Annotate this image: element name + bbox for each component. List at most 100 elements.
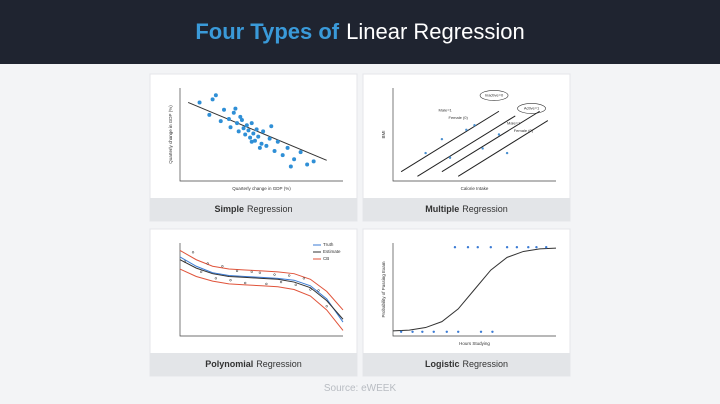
point: [411, 330, 414, 333]
point: [432, 330, 435, 333]
x-axis-label: Hours Studying: [459, 341, 490, 346]
point: [476, 246, 479, 249]
annotation: Inactive=0: [485, 93, 504, 98]
point: [280, 153, 285, 158]
title-highlight: Four Types of: [195, 19, 340, 44]
caption: Polynomial Regression: [205, 359, 302, 369]
axes: [392, 88, 556, 182]
point: [197, 100, 202, 105]
point: [294, 283, 297, 287]
point: [448, 156, 452, 159]
title: Linear Regression: [346, 19, 525, 44]
point: [481, 147, 484, 150]
point: [235, 269, 239, 273]
axes: [179, 243, 343, 337]
point: [246, 128, 251, 133]
point: [183, 260, 187, 263]
point: [231, 110, 236, 115]
caption: Logistic Regression: [425, 359, 508, 369]
point: [214, 277, 218, 280]
point: [265, 282, 268, 286]
regression-line: [457, 120, 549, 177]
point: [399, 330, 403, 333]
point: [248, 135, 253, 140]
point: [457, 330, 460, 333]
regression-line: [179, 268, 344, 331]
point: [453, 246, 457, 249]
point: [264, 143, 269, 148]
point: [218, 119, 223, 124]
source: Source: eWEEK: [323, 383, 397, 394]
point: [241, 126, 246, 131]
x-axis-label: Quarterly change in GDP (%): [232, 186, 291, 191]
axes: [179, 88, 343, 182]
point: [305, 162, 310, 167]
point: [244, 123, 249, 128]
point: [535, 246, 538, 249]
point: [239, 118, 244, 123]
regression-line: [187, 102, 327, 161]
point: [302, 277, 306, 280]
point: [258, 271, 262, 274]
point: [285, 145, 290, 150]
point: [207, 112, 212, 117]
point: [465, 128, 468, 132]
panel: [362, 228, 571, 377]
point: [424, 151, 427, 155]
x-axis-label: Calorie Intake: [461, 186, 489, 191]
point: [213, 93, 218, 98]
point: [229, 279, 232, 282]
point: [311, 159, 316, 164]
point: [505, 246, 509, 249]
annotation: Female (0): [514, 128, 534, 133]
point: [479, 330, 483, 333]
point: [257, 145, 262, 150]
point: [288, 274, 291, 277]
point: [228, 125, 233, 130]
point: [200, 270, 203, 273]
point: [249, 121, 254, 126]
point: [527, 246, 530, 249]
legend-label: Estimate: [323, 249, 341, 254]
caption-rest: Regression: [256, 359, 302, 369]
point: [221, 265, 224, 268]
point: [505, 151, 509, 155]
point: [251, 131, 256, 136]
point: [440, 137, 444, 141]
point: [249, 139, 254, 144]
point: [325, 305, 328, 308]
caption: Simple Regression: [214, 204, 292, 214]
annotation: Male=1: [507, 120, 521, 125]
point: [515, 246, 519, 249]
regression-line: [400, 110, 500, 173]
point: [256, 134, 261, 139]
point: [191, 251, 195, 254]
point: [259, 141, 264, 146]
point: [250, 270, 253, 273]
caption-rest: Regression: [462, 359, 508, 369]
label-oval: [517, 103, 546, 114]
point: [473, 124, 476, 127]
caption-rest: Regression: [462, 204, 508, 214]
caption-band: [363, 198, 570, 221]
point: [275, 139, 280, 144]
point: [226, 117, 231, 121]
point: [210, 97, 215, 102]
point: [269, 124, 274, 129]
point: [497, 133, 501, 136]
point: [243, 132, 248, 137]
axes: [392, 243, 556, 337]
point: [235, 121, 240, 126]
caption-bold: Simple: [214, 204, 244, 214]
caption-band: [150, 353, 357, 376]
point: [233, 106, 238, 111]
point: [445, 330, 448, 333]
point: [222, 107, 227, 112]
point: [288, 164, 293, 169]
annotation: Female (0): [449, 115, 469, 120]
caption-band: [150, 198, 357, 221]
y-axis-label: Probability of Passing Exam: [381, 261, 386, 317]
point: [206, 262, 209, 265]
